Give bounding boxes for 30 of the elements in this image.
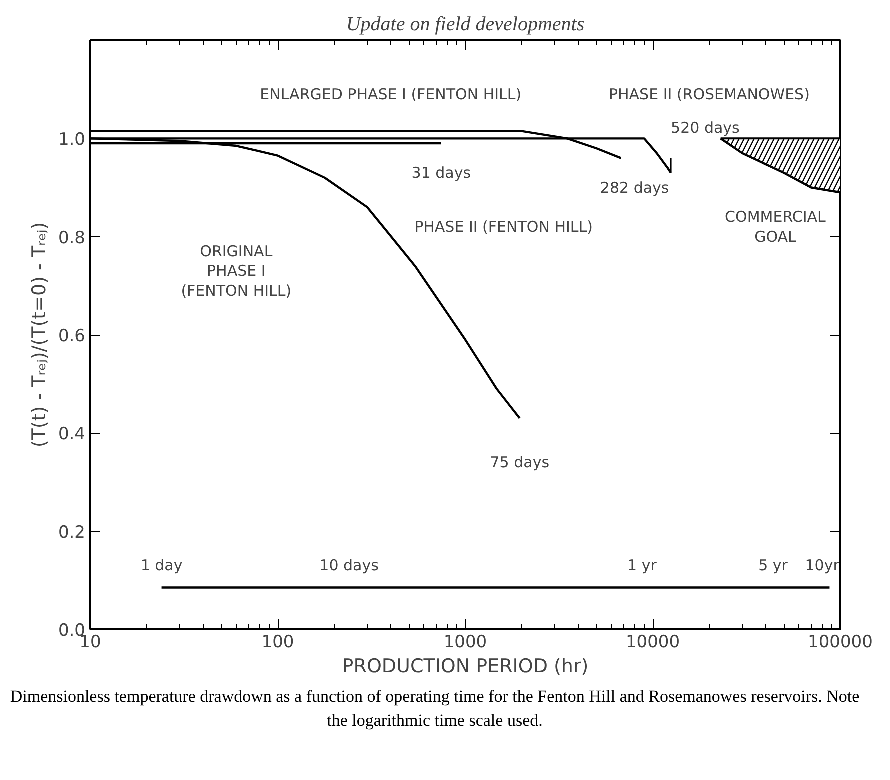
x-tick-label: 100 (262, 632, 294, 652)
x-tick-label: 100000 (808, 632, 873, 652)
annotation: GOAL (754, 228, 798, 246)
x-tick-label: 10000 (626, 632, 680, 652)
annotation: (FENTON HILL) (181, 282, 292, 300)
y-tick-label: 0.4 (58, 424, 86, 445)
annotation: 1 day (140, 556, 183, 575)
annotation: PHASE I (207, 262, 266, 280)
annotation: 10yr (805, 556, 840, 575)
annotation: COMMERCIAL (725, 208, 827, 226)
chart-title: Update on field developments (346, 14, 585, 36)
y-tick-label: 0.2 (58, 522, 86, 543)
y-tick-label: 0.6 (58, 326, 86, 346)
annotation: 5 yr (758, 556, 789, 575)
annotation: 10 days (320, 556, 380, 575)
y-tick-label: 0.8 (58, 228, 86, 248)
annotation: 1 yr (628, 556, 658, 575)
annotation: ENLARGED PHASE I (FENTON HILL) (260, 85, 522, 104)
x-tick-label: 1000 (444, 632, 488, 652)
annotation: 520 days (671, 119, 740, 138)
y-tick-label: 1.0 (58, 130, 86, 150)
text: Dimensionless temperature drawdown as a function of operating time for the Fenton Hill and Rosemanowes reservoirs. Note the logarithmic time scale used. (9, 686, 861, 732)
annotation: 31 days (412, 164, 472, 182)
x-axis-title: PRODUCTION PERIOD (hr) (342, 656, 589, 678)
annotation: 75 days (490, 454, 550, 472)
annotation: 282 days (600, 178, 670, 197)
annotation: PHASE II (FENTON HILL) (414, 218, 593, 236)
y-axis-title: (T(t) - Tᵣₑⱼ)/(T(t=0) - Tᵣₑⱼ) (28, 222, 50, 448)
annotation: PHASE II (ROSEMANOWES) (608, 85, 810, 104)
annotation: ORIGINAL (200, 242, 274, 261)
